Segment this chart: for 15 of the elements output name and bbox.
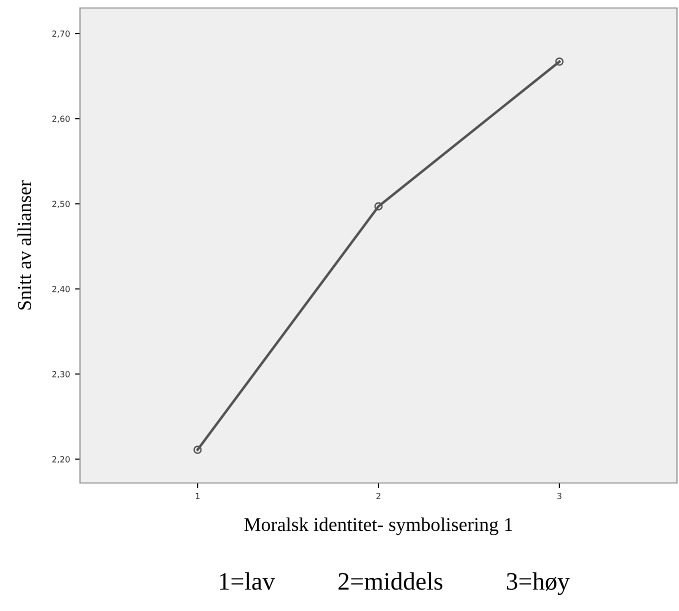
x-tick-label: 1 [196, 492, 200, 500]
x-axis-title: Moralsk identitet- symbolisering 1 [244, 517, 512, 536]
point [374, 202, 383, 211]
y-tick-label: 2,60 [52, 116, 70, 123]
y-tick-label: 2,40 [52, 286, 70, 294]
x-tick-label: 3 [557, 492, 562, 500]
y-tick-label: 2,70 [52, 30, 70, 38]
y-tick-label: 2,50 [52, 200, 70, 208]
y-tick-label: 2,20 [52, 456, 70, 464]
text: 1=lav 2=middels 3=høy [220, 572, 570, 596]
point [555, 57, 564, 66]
x-tick-label: 2 [376, 492, 380, 500]
y-tick-label: 2,30 [52, 371, 70, 378]
y-axis-title: Snitt av allianser [17, 180, 32, 310]
point [193, 446, 202, 454]
